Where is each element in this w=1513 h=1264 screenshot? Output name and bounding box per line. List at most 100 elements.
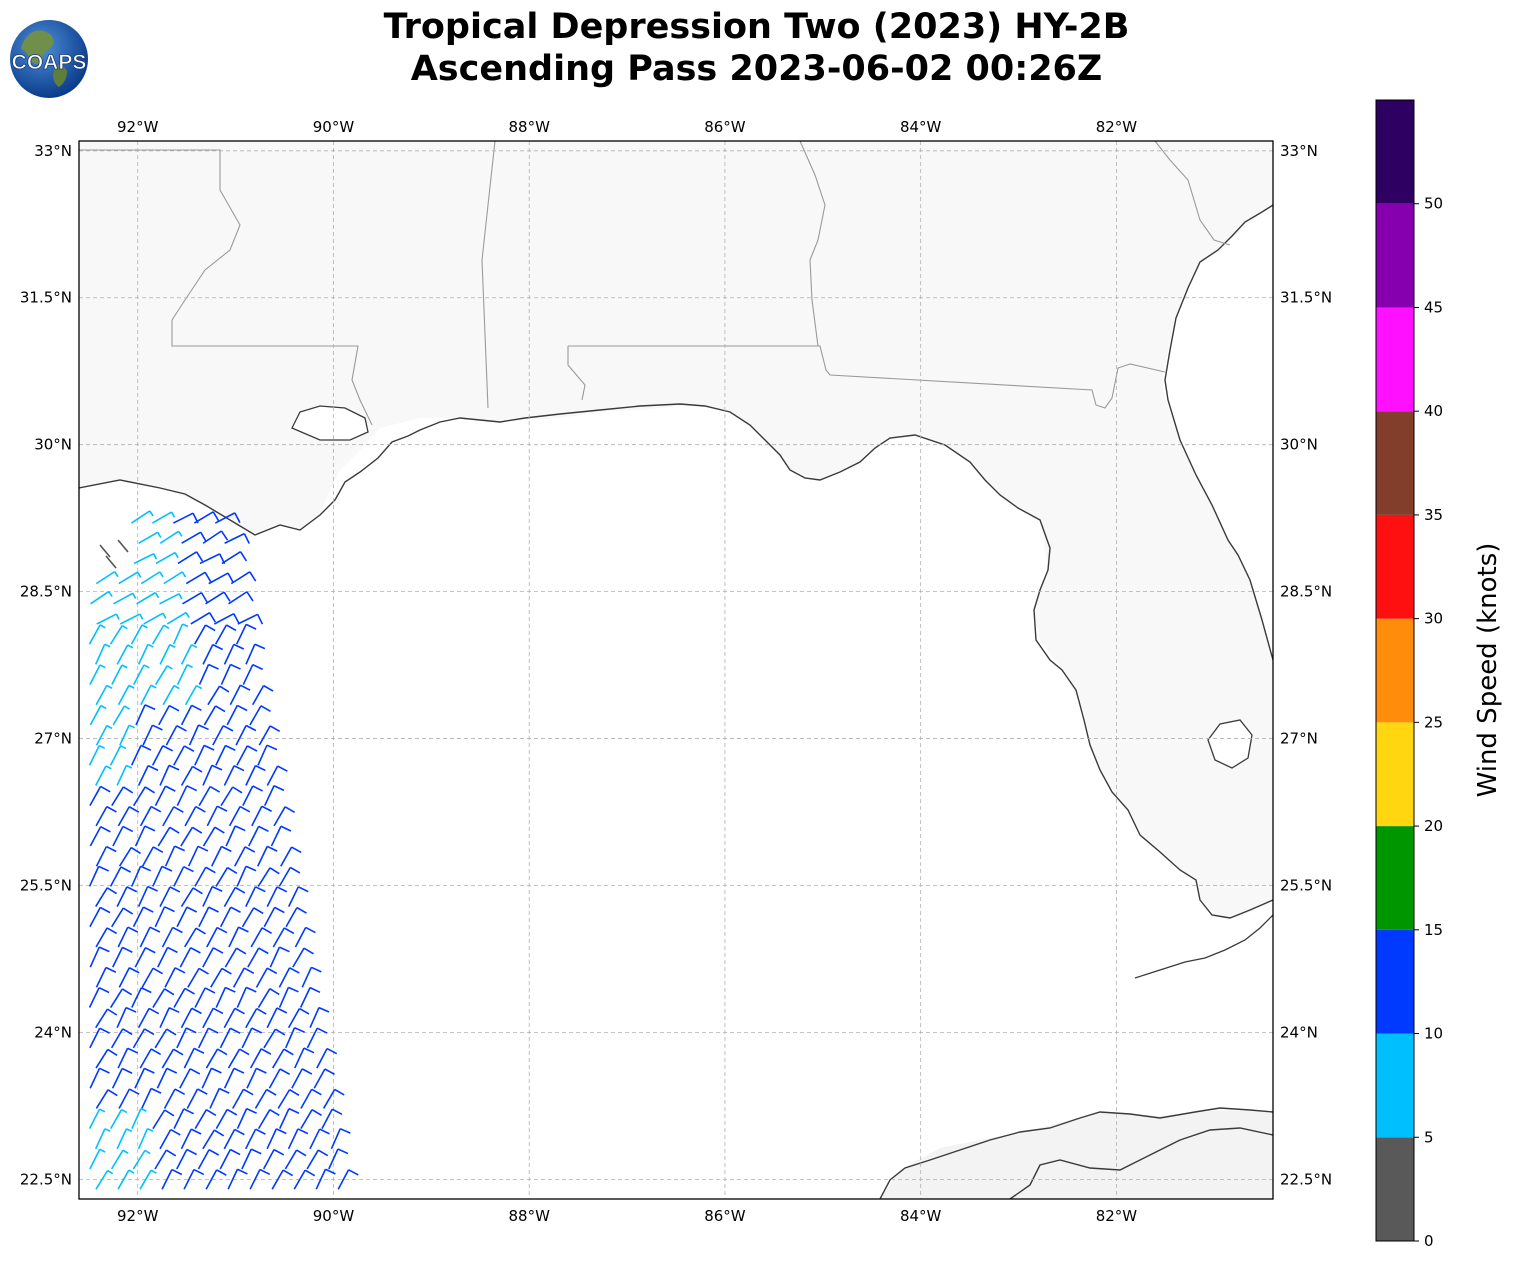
wind-barb — [95, 643, 111, 665]
wind-barb — [235, 724, 257, 746]
wind-barb-staff — [180, 1128, 192, 1150]
wind-barb-flag — [121, 624, 128, 630]
wind-barb-flag — [209, 785, 221, 793]
wind-barb — [306, 1027, 328, 1049]
wind-barb — [131, 987, 152, 1008]
wind-barb-staff — [242, 785, 254, 807]
wind-barb-flag — [253, 907, 264, 915]
wind-barb-staff — [152, 1109, 166, 1130]
wind-barb-flag — [121, 1108, 128, 1114]
wind-barb-flag — [147, 1127, 154, 1132]
wind-barb-staff — [201, 1067, 213, 1089]
wind-barb-flag — [304, 1169, 316, 1177]
wind-barb-flag — [130, 846, 141, 855]
coastline-cuba — [879, 1107, 1273, 1199]
wind-barb — [134, 1067, 155, 1089]
wind-barb — [206, 926, 228, 948]
logo-text: COAPS — [12, 51, 87, 74]
wind-barb-staff — [159, 593, 180, 605]
wind-barb — [116, 644, 134, 665]
wind-barb-staff — [89, 1149, 101, 1170]
wind-barb — [118, 846, 141, 867]
wind-barb — [194, 1108, 217, 1130]
wind-barb-flag — [136, 571, 142, 578]
colorbar-ticks: 0 5 10 15 20 25 30 35 40 45 50 — [1414, 195, 1443, 1250]
wind-barb-staff — [118, 967, 131, 988]
wind-barb — [236, 986, 257, 1008]
wind-barb — [206, 805, 228, 827]
wind-barb-staff — [95, 725, 108, 746]
wind-barb-staff — [95, 887, 108, 908]
wind-barb-staff — [117, 684, 130, 706]
wind-barb-flag — [288, 986, 299, 993]
wind-barb-flag — [216, 926, 228, 934]
wind-barb — [95, 805, 117, 827]
wind-barb-staff — [250, 927, 263, 948]
wind-barb — [227, 1048, 250, 1069]
wind-barb — [223, 765, 245, 786]
wind-barb-staff — [287, 1128, 299, 1150]
wind-barb — [183, 1047, 205, 1069]
wind-barb — [194, 866, 216, 887]
wind-barb-staff — [190, 611, 211, 625]
wind-barb-flag — [165, 785, 176, 792]
wind-barb-staff — [272, 1048, 285, 1069]
wind-barb — [139, 805, 162, 827]
lake-okeechobee — [1207, 719, 1253, 769]
wind-barb-flag — [259, 1168, 271, 1176]
wind-barb — [203, 705, 226, 726]
wind-barb-flag — [174, 552, 179, 559]
wind-barb — [152, 865, 173, 887]
wind-barb-flag — [162, 612, 167, 619]
lat-tick-label-left: 25.5°N — [20, 877, 72, 895]
wind-barb — [330, 1127, 351, 1150]
wind-barb — [278, 986, 299, 1008]
wind-barb — [112, 946, 133, 968]
wind-barb-flag — [182, 623, 189, 628]
wind-barb — [198, 906, 219, 928]
wind-barb-staff — [139, 806, 152, 827]
wind-barb — [130, 624, 148, 645]
wind-barb-staff — [263, 785, 275, 807]
wind-barb-flag — [255, 886, 266, 893]
wind-barb-flag — [165, 1149, 177, 1157]
wind-barb-staff — [205, 1169, 218, 1190]
wind-barb — [187, 845, 209, 867]
wind-barb-staff — [89, 826, 102, 847]
wind-barb-staff — [242, 664, 254, 685]
wind-barb-staff — [94, 1128, 106, 1150]
wind-barb-staff — [117, 926, 129, 948]
wind-barb — [207, 685, 230, 706]
wind-barb — [241, 1148, 262, 1170]
wind-barb — [88, 865, 110, 887]
wind-barb-flag — [276, 886, 288, 893]
wind-barb-staff — [173, 866, 185, 887]
wind-barb — [117, 926, 139, 948]
wind-barb-staff — [132, 906, 145, 928]
wind-barb — [234, 846, 256, 867]
wind-barb-flag — [186, 906, 198, 913]
wind-barb-flag — [226, 1108, 238, 1116]
wind-barb-staff — [251, 685, 265, 706]
wind-barb-flag — [232, 786, 243, 794]
wind-barb — [88, 744, 106, 766]
wind-barb-flag — [169, 643, 176, 648]
wind-barb — [284, 1149, 307, 1170]
wind-barb — [176, 1148, 197, 1170]
wind-barb-flag — [316, 1027, 328, 1034]
wind-barb-staff — [179, 947, 192, 968]
wind-barb — [137, 1127, 154, 1150]
wind-barb-flag — [205, 624, 216, 632]
wind-barb-flag — [115, 613, 120, 620]
wind-barb-flag — [297, 1128, 309, 1135]
wind-barb-flag — [148, 1007, 160, 1015]
wind-barb — [213, 612, 240, 625]
wind-barb-staff — [187, 845, 199, 867]
wind-barb-staff — [172, 623, 184, 645]
wind-barb — [209, 1087, 230, 1109]
wind-barb — [117, 1047, 138, 1069]
wind-barb-staff — [159, 1007, 170, 1029]
wind-barb-staff — [213, 612, 235, 625]
wind-barb-staff — [186, 1088, 199, 1109]
wind-barb — [112, 825, 134, 847]
